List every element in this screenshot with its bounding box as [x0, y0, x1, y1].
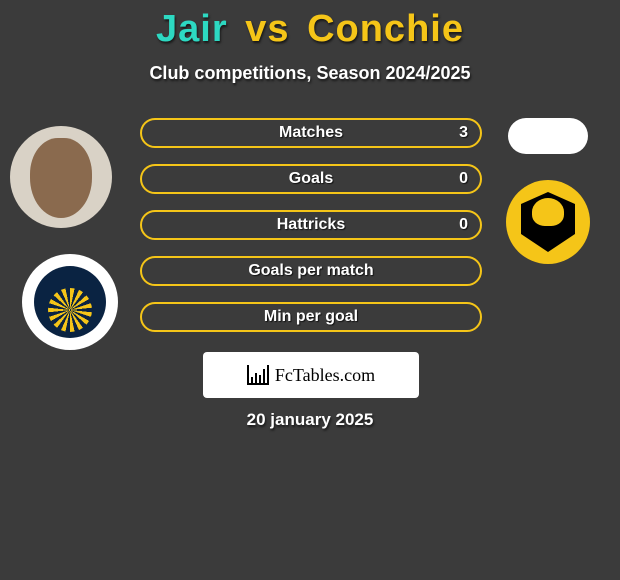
stat-right-value: 3 [447, 120, 480, 146]
stat-row-goals-per-match: Goals per match [140, 256, 482, 286]
stat-label: Hattricks [277, 216, 345, 234]
stat-label: Matches [279, 124, 343, 142]
stat-left-value [142, 304, 166, 330]
stat-label: Goals per match [248, 262, 373, 280]
player1-name: Jair [156, 8, 228, 50]
stat-right-value [456, 258, 480, 284]
player2-name: Conchie [307, 8, 464, 50]
stat-row-min-per-goal: Min per goal [140, 302, 482, 332]
club1-badge [22, 254, 118, 350]
stat-right-value [456, 304, 480, 330]
stat-row-matches: Matches 3 [140, 118, 482, 148]
fctables-link[interactable]: FcTables.com [203, 352, 419, 398]
stat-left-value [142, 120, 166, 146]
subtitle: Club competitions, Season 2024/2025 [0, 63, 620, 84]
date-text: 20 january 2025 [0, 410, 620, 430]
vs-text: vs [245, 8, 289, 50]
stat-row-hattricks: Hattricks 0 [140, 210, 482, 240]
bar-chart-icon [247, 365, 269, 385]
stat-label: Min per goal [264, 308, 358, 326]
stat-label: Goals [289, 170, 333, 188]
stat-left-value [142, 258, 166, 284]
stat-left-value [142, 166, 166, 192]
page-title: Jair vs Conchie [0, 0, 620, 51]
stat-right-value: 0 [447, 212, 480, 238]
club2-badge [506, 180, 590, 264]
stat-left-value [142, 212, 166, 238]
player2-avatar [508, 118, 588, 154]
player1-avatar [10, 126, 112, 228]
stats-rows: Matches 3 Goals 0 Hattricks 0 Goals per … [140, 118, 482, 348]
stat-row-goals: Goals 0 [140, 164, 482, 194]
stat-right-value: 0 [447, 166, 480, 192]
brand-text: FcTables.com [275, 365, 375, 386]
